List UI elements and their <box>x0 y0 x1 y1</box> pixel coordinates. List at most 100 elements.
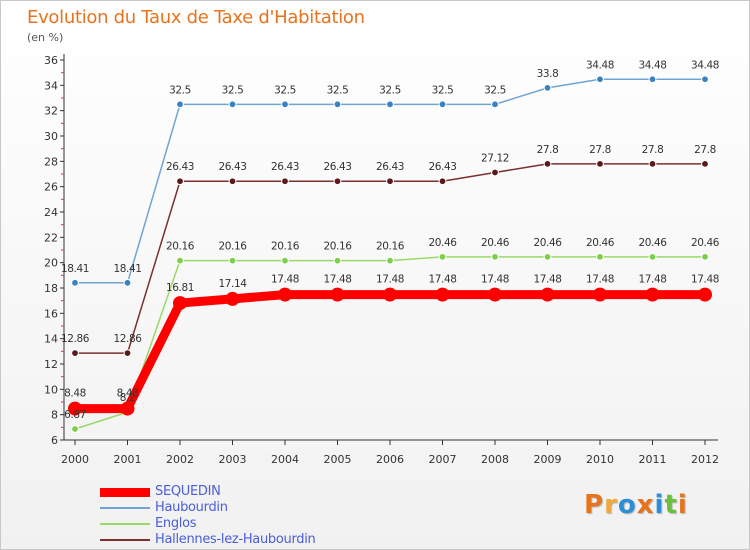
data-label: 20.46 <box>533 237 562 249</box>
data-label: 20.16 <box>323 241 352 253</box>
series-marker <box>645 287 660 302</box>
series-marker <box>543 252 552 261</box>
series-marker <box>543 159 552 168</box>
series-marker <box>648 159 657 168</box>
data-label: 8.48 <box>117 388 139 400</box>
x-tick-label: 2012 <box>691 453 719 466</box>
y-tick-label: 30 <box>44 130 58 143</box>
x-tick-label: 2007 <box>429 453 457 466</box>
series-marker <box>330 287 345 302</box>
series-marker <box>593 287 607 302</box>
x-tick-label: 2009 <box>534 453 562 466</box>
data-label: 32.5 <box>169 84 191 96</box>
data-label: 20.16 <box>166 241 195 253</box>
x-tick-label: 2006 <box>376 453 404 466</box>
series-marker <box>491 100 499 109</box>
data-label: 34.48 <box>586 59 614 71</box>
legend-swatch <box>100 487 150 497</box>
data-label: 26.43 <box>428 161 456 173</box>
data-label: 17.48 <box>271 274 299 286</box>
x-tick-label: 2008 <box>481 453 509 466</box>
data-label: 34.48 <box>691 59 719 71</box>
data-label: 26.43 <box>166 161 194 173</box>
series-marker <box>281 177 289 186</box>
chart-subtitle: (en %) <box>27 31 64 44</box>
series-marker <box>438 252 447 261</box>
data-label: 20.46 <box>691 237 720 249</box>
series-marker <box>491 168 499 177</box>
data-label: 33.8 <box>537 68 559 80</box>
series-marker <box>540 287 555 302</box>
data-label: 27.8 <box>694 144 716 156</box>
y-tick-label: 32 <box>44 105 58 118</box>
series-marker <box>278 287 292 302</box>
data-label: 27.8 <box>589 144 611 156</box>
data-label: 16.81 <box>166 282 194 294</box>
series-marker <box>228 100 237 109</box>
data-label: 17.14 <box>218 278 247 290</box>
series-marker <box>176 100 184 109</box>
series-marker <box>648 75 657 84</box>
x-tick-label: 2011 <box>639 453 667 466</box>
series-marker <box>333 177 342 186</box>
y-tick-label: 36 <box>44 54 58 67</box>
data-label: 8.48 <box>64 388 86 400</box>
series-marker <box>386 100 394 109</box>
data-label: 20.16 <box>376 241 405 253</box>
y-tick-label: 28 <box>44 155 58 168</box>
data-label: 20.16 <box>271 241 300 253</box>
data-label: 32.5 <box>484 84 506 96</box>
series-marker <box>176 256 184 265</box>
data-label: 12.86 <box>113 333 142 345</box>
data-label: 8.2 <box>120 392 136 404</box>
series-marker <box>71 425 79 433</box>
series-marker <box>228 256 237 265</box>
data-label: 20.16 <box>218 241 247 253</box>
series-marker <box>71 349 79 358</box>
data-label: 20.46 <box>586 237 615 249</box>
data-label: 26.43 <box>323 161 351 173</box>
series-marker <box>438 100 447 109</box>
data-label: 17.48 <box>638 274 666 286</box>
series-marker <box>386 256 394 265</box>
series-marker <box>701 159 709 168</box>
legend-label: SEQUEDIN <box>155 484 221 499</box>
series-marker <box>701 75 709 84</box>
y-tick-label: 14 <box>44 333 58 346</box>
series-marker <box>386 177 394 186</box>
legend-swatch <box>100 539 150 541</box>
data-label: 17.48 <box>323 274 351 286</box>
series-line-sequedin <box>75 290 705 414</box>
data-label: 17.48 <box>481 274 509 286</box>
series-marker <box>543 83 552 92</box>
series-marker <box>173 296 187 311</box>
series-marker <box>333 256 342 265</box>
data-label: 20.46 <box>481 237 510 249</box>
data-label: 18.41 <box>61 263 89 275</box>
data-label: 17.48 <box>533 274 561 286</box>
x-tick-label: 2005 <box>324 453 352 466</box>
series-marker <box>435 287 450 302</box>
y-tick-label: 12 <box>44 358 58 371</box>
y-tick-label: 10 <box>44 383 58 396</box>
data-label: 17.48 <box>428 274 456 286</box>
y-tick-label: 22 <box>44 231 58 244</box>
data-label: 17.48 <box>586 274 614 286</box>
series-marker <box>176 177 184 186</box>
data-label: 32.5 <box>222 84 244 96</box>
series-marker <box>648 252 657 261</box>
series-marker <box>596 252 604 261</box>
data-label: 18.41 <box>113 263 141 275</box>
data-label: 26.43 <box>218 161 246 173</box>
data-label: 26.43 <box>271 161 299 173</box>
series-marker <box>281 100 289 109</box>
series-marker <box>123 349 132 358</box>
y-tick-label: 26 <box>44 181 58 194</box>
series-marker <box>596 75 604 84</box>
series-marker <box>71 278 79 287</box>
series-marker <box>596 159 604 168</box>
series-marker <box>120 401 135 416</box>
data-label: 26.43 <box>376 161 404 173</box>
series-marker <box>701 252 709 261</box>
